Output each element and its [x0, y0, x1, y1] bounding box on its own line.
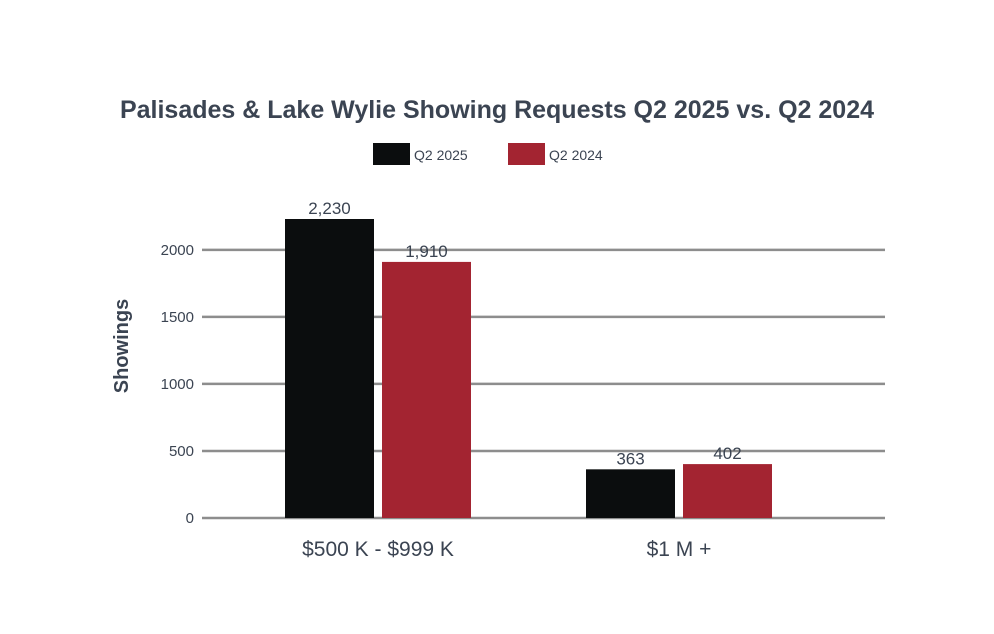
- bar-1-2: [382, 261, 471, 518]
- data-label-2-1: 363: [616, 449, 644, 468]
- data-label-1-2: 1,910: [405, 242, 448, 261]
- y-axis-ticks: 0 500 1000 1500 2000: [161, 242, 194, 527]
- legend-label-2: Q2 2024: [549, 147, 603, 163]
- x-category-label-2: $1 M +: [647, 538, 712, 561]
- legend-swatch-2: [508, 143, 545, 165]
- legend-label-1: Q2 2025: [414, 147, 468, 163]
- bars: [285, 219, 772, 518]
- data-label-2-2: 402: [713, 444, 741, 463]
- y-tick-label-1000: 1000: [161, 376, 194, 393]
- x-category-label-1: $500 K - $999 K: [302, 538, 454, 561]
- legend-swatch-1: [373, 143, 410, 165]
- y-axis-title: Showings: [111, 299, 133, 393]
- x-axis-categories: $500 K - $999 K $1 M +: [302, 538, 711, 561]
- y-tick-label-500: 500: [169, 443, 194, 460]
- bar-2-2: [683, 464, 772, 518]
- bar-1-1: [285, 219, 374, 518]
- data-labels: 2,230 1,910 363 402: [308, 199, 741, 468]
- chart-title: Palisades & Lake Wylie Showing Requests …: [120, 96, 874, 124]
- y-tick-label-2000: 2000: [161, 242, 194, 259]
- legend: Q2 2025 Q2 2024: [373, 143, 603, 165]
- bar-2-1: [586, 469, 675, 518]
- data-label-1-1: 2,230: [308, 199, 351, 218]
- y-tick-label-0: 0: [186, 510, 194, 527]
- y-tick-label-1500: 1500: [161, 309, 194, 326]
